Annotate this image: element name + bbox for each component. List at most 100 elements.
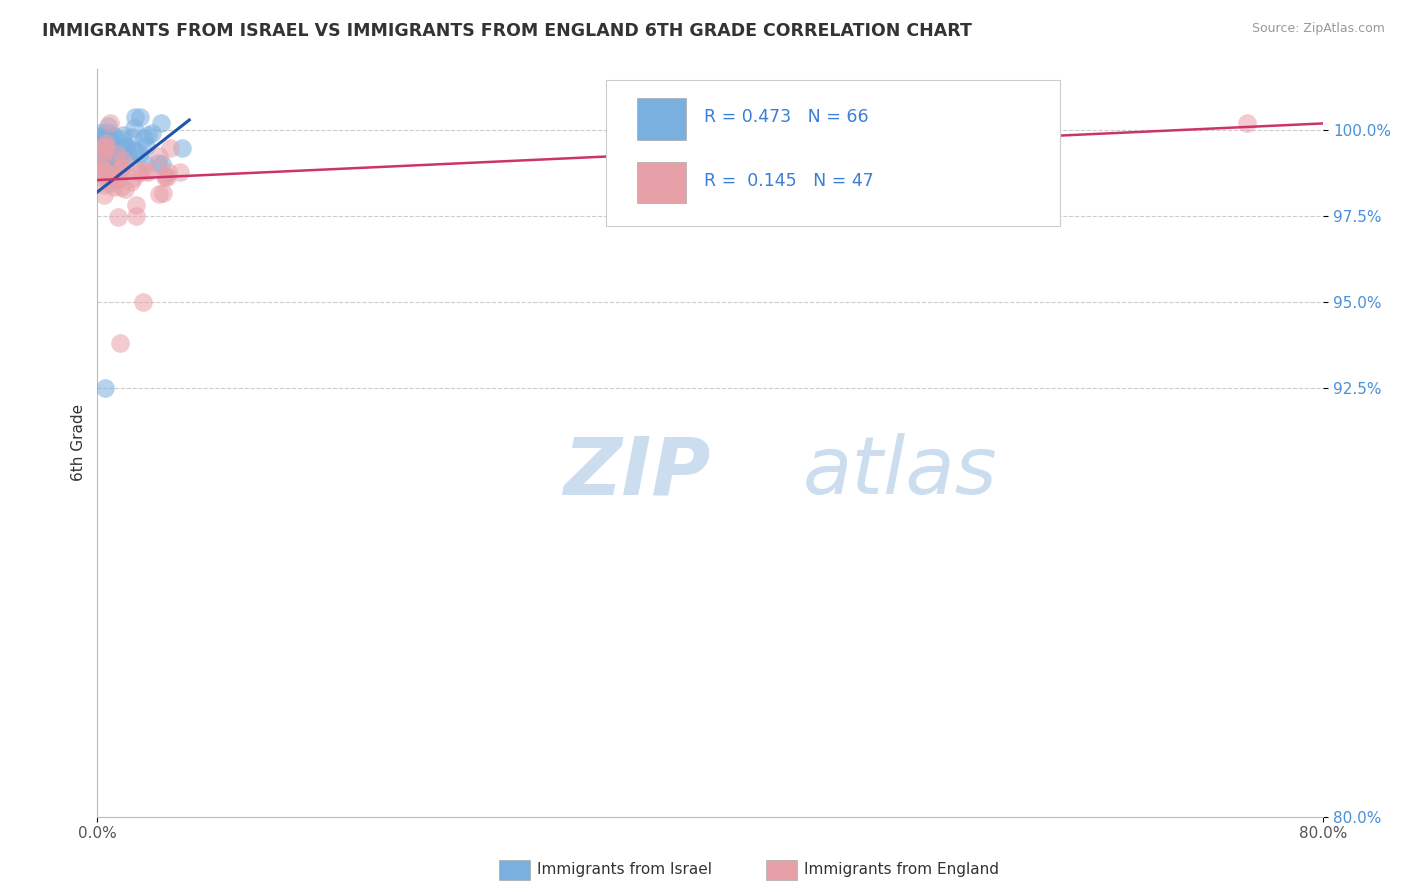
- Point: [101, 149, 124, 163]
- Point: [98, 116, 121, 130]
- Point: [117, 148, 139, 162]
- Point: [98, 132, 121, 146]
- Point: [98, 176, 121, 190]
- Point: [94, 152, 117, 166]
- Point: [111, 128, 134, 142]
- Point: [148, 187, 170, 202]
- Point: [135, 138, 157, 153]
- Point: [149, 115, 172, 129]
- Point: [89, 129, 111, 144]
- Point: [124, 209, 146, 223]
- Point: [97, 164, 120, 178]
- Point: [101, 128, 124, 143]
- Point: [134, 156, 156, 170]
- Point: [93, 164, 115, 178]
- Point: [159, 141, 181, 155]
- Point: [128, 166, 150, 180]
- Point: [115, 156, 138, 170]
- Text: Immigrants from England: Immigrants from England: [804, 863, 1000, 877]
- Point: [112, 143, 135, 157]
- Point: [101, 164, 124, 178]
- Point: [124, 121, 146, 136]
- Point: [157, 165, 180, 179]
- Point: [91, 136, 114, 151]
- Point: [96, 136, 118, 150]
- Point: [103, 147, 125, 161]
- Point: [94, 139, 117, 153]
- Point: [97, 119, 120, 133]
- Point: [90, 162, 112, 177]
- FancyBboxPatch shape: [637, 162, 686, 203]
- Point: [94, 167, 117, 181]
- Point: [93, 178, 115, 193]
- Point: [91, 141, 114, 155]
- Point: [114, 141, 136, 155]
- Point: [91, 159, 114, 173]
- Point: [87, 158, 110, 172]
- Point: [112, 153, 135, 167]
- Point: [107, 172, 129, 186]
- Text: atlas: atlas: [803, 434, 997, 511]
- Point: [89, 165, 111, 179]
- Point: [169, 165, 191, 179]
- FancyBboxPatch shape: [637, 98, 686, 139]
- Point: [94, 136, 117, 151]
- Point: [89, 126, 111, 140]
- Point: [124, 198, 146, 212]
- Point: [90, 138, 112, 153]
- Point: [148, 156, 170, 170]
- Point: [1236, 116, 1258, 130]
- Point: [91, 167, 114, 181]
- Text: IMMIGRANTS FROM ISRAEL VS IMMIGRANTS FROM ENGLAND 6TH GRADE CORRELATION CHART: IMMIGRANTS FROM ISRAEL VS IMMIGRANTS FRO…: [42, 22, 972, 40]
- Point: [132, 131, 155, 145]
- Point: [108, 168, 131, 182]
- Point: [170, 141, 193, 155]
- Point: [129, 110, 152, 124]
- Point: [105, 146, 128, 161]
- Text: ZIP: ZIP: [564, 434, 710, 511]
- Point: [94, 144, 117, 158]
- Point: [136, 165, 159, 179]
- Point: [100, 169, 122, 183]
- Point: [122, 143, 145, 157]
- Point: [90, 166, 112, 180]
- Point: [148, 149, 170, 163]
- Point: [128, 146, 150, 161]
- Point: [97, 131, 120, 145]
- Point: [124, 110, 146, 124]
- Point: [89, 134, 111, 148]
- Point: [90, 135, 112, 149]
- Point: [156, 169, 179, 184]
- Point: [100, 161, 122, 176]
- Point: [103, 174, 125, 188]
- Point: [89, 149, 111, 163]
- Point: [101, 157, 124, 171]
- Point: [110, 161, 132, 175]
- Y-axis label: 6th Grade: 6th Grade: [72, 404, 86, 481]
- Point: [110, 336, 132, 351]
- Point: [87, 147, 110, 161]
- Point: [125, 144, 148, 158]
- Point: [90, 138, 112, 153]
- Text: R =  0.145   N = 47: R = 0.145 N = 47: [704, 172, 875, 190]
- Point: [94, 381, 117, 395]
- Point: [91, 160, 114, 174]
- Point: [103, 180, 125, 194]
- Point: [153, 168, 176, 182]
- FancyBboxPatch shape: [606, 79, 1060, 226]
- Point: [90, 169, 112, 184]
- Point: [141, 126, 163, 140]
- Point: [111, 133, 134, 147]
- Point: [103, 128, 125, 143]
- Point: [114, 182, 136, 196]
- Point: [105, 171, 128, 186]
- Text: Immigrants from Israel: Immigrants from Israel: [537, 863, 711, 877]
- Point: [97, 145, 120, 159]
- Point: [96, 125, 118, 139]
- Text: R = 0.473   N = 66: R = 0.473 N = 66: [704, 108, 869, 126]
- Point: [93, 162, 115, 177]
- Point: [115, 138, 138, 153]
- Point: [121, 130, 143, 145]
- Point: [120, 175, 142, 189]
- Point: [136, 128, 159, 142]
